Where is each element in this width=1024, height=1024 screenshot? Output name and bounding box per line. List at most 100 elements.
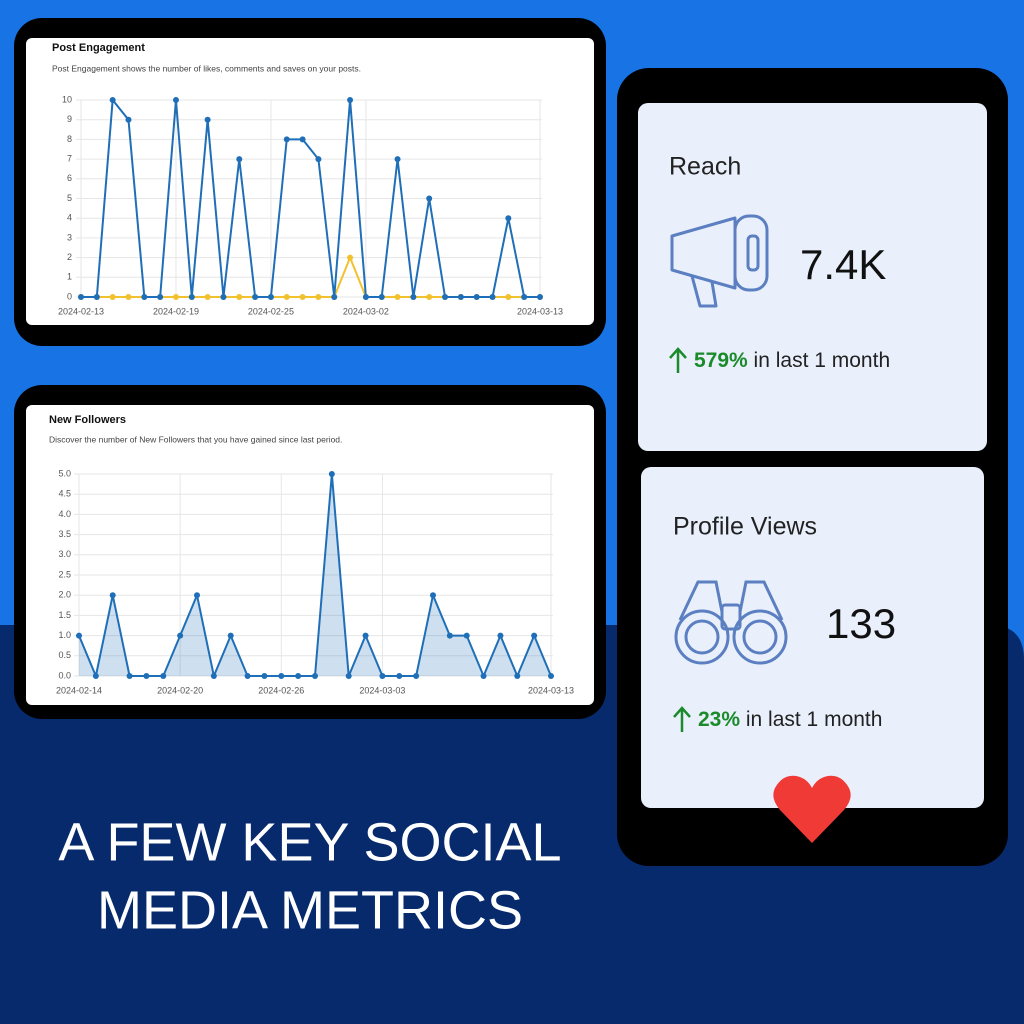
point — [442, 294, 449, 300]
change-value: 579% — [694, 349, 748, 372]
point — [521, 294, 528, 300]
point — [143, 673, 150, 679]
panel — [26, 38, 594, 325]
point — [505, 294, 512, 300]
point — [413, 673, 420, 679]
point — [315, 156, 322, 163]
x-tick-label: 2024-02-20 — [157, 685, 203, 695]
point — [76, 632, 82, 639]
point — [236, 156, 243, 163]
point — [204, 294, 211, 300]
point — [188, 294, 195, 300]
point — [463, 632, 470, 639]
point — [172, 97, 179, 103]
x-tick-label: 2024-02-26 — [258, 685, 304, 695]
point — [109, 592, 116, 599]
point — [295, 673, 302, 679]
point — [312, 673, 318, 679]
point — [426, 195, 433, 202]
point — [283, 136, 290, 143]
point — [394, 294, 401, 300]
x-tick-label: 2024-02-25 — [248, 306, 294, 316]
card-value: 7.4K — [800, 241, 886, 288]
point — [299, 136, 306, 143]
point — [489, 294, 496, 300]
area — [79, 474, 551, 676]
x-tick-label: 2024-03-02 — [343, 306, 389, 316]
point — [426, 294, 433, 300]
point — [267, 294, 274, 300]
point — [227, 632, 234, 639]
point — [244, 673, 251, 679]
headline: A FEW KEY SOCIAL — [58, 812, 561, 872]
point — [347, 254, 354, 261]
point — [220, 294, 227, 300]
card-title: Profile Views — [673, 513, 817, 541]
point — [457, 294, 464, 300]
y-tick-label: 9 — [67, 114, 72, 124]
y-tick-label: 8 — [67, 134, 72, 144]
y-tick-label: 7 — [67, 153, 72, 163]
point — [157, 294, 164, 300]
point — [410, 294, 417, 300]
card-title: Reach — [669, 153, 741, 181]
point — [362, 294, 369, 300]
point — [92, 673, 99, 679]
point — [345, 673, 352, 679]
point — [109, 294, 116, 300]
charts: 0 1 2 3 4 5 6 7 8 9 10 2024-02-13 2024-02-19 2024-02-… — [56, 94, 574, 695]
point — [126, 673, 133, 679]
point — [125, 294, 132, 300]
y-tick-label: 1 — [67, 272, 72, 282]
point — [236, 294, 243, 300]
point — [252, 294, 259, 300]
point — [396, 673, 403, 679]
point — [141, 294, 148, 300]
y-tick-label: 2 — [67, 252, 72, 262]
point — [210, 673, 217, 679]
point — [177, 632, 184, 639]
megaphone-icon — [670, 214, 769, 308]
y-tick-label: 2.5 — [58, 569, 71, 579]
point — [93, 294, 100, 300]
point — [531, 632, 538, 639]
point — [299, 294, 306, 300]
change-period: in last 1 month — [748, 349, 890, 372]
chart-subtitle: Post Engagement shows the number of like… — [52, 63, 361, 73]
point — [347, 97, 354, 103]
point — [446, 632, 453, 639]
point — [497, 632, 504, 639]
chart-title: Post Engagement — [52, 42, 145, 54]
card-change: 23% in last 1 month — [698, 708, 882, 731]
change-value: 23% — [698, 708, 740, 731]
point — [537, 294, 543, 300]
point — [160, 673, 167, 679]
point — [514, 673, 521, 679]
point — [379, 673, 386, 679]
y-tick-label: 2.0 — [58, 590, 71, 600]
y-tick-label: 5.0 — [58, 468, 71, 478]
stat-card — [641, 467, 984, 808]
y-tick-label: 3.0 — [58, 549, 71, 559]
x-tick-label: 2024-03-03 — [359, 685, 405, 695]
change-period: in last 1 month — [740, 708, 882, 731]
y-tick-label: 3 — [67, 232, 72, 242]
point — [362, 632, 369, 639]
point — [278, 673, 285, 679]
up-arrow — [669, 347, 687, 373]
y-tick-label: 10 — [62, 94, 72, 104]
y-tick-label: 0.5 — [58, 650, 71, 660]
headline: MEDIA METRICS — [97, 880, 523, 940]
chart-title: New Followers — [49, 414, 126, 426]
point — [430, 592, 436, 599]
point — [480, 673, 487, 679]
y-tick-label: 1.0 — [58, 630, 71, 640]
x-tick-label: 2024-03-13 — [517, 306, 563, 316]
up-arrow — [673, 706, 691, 732]
x-tick-label: 2024-02-19 — [153, 306, 199, 316]
point — [109, 97, 116, 103]
x-tick-label: 2024-03-13 — [528, 685, 574, 695]
x-tick-label: 2024-02-14 — [56, 685, 102, 695]
y-tick-label: 4.5 — [58, 489, 71, 499]
